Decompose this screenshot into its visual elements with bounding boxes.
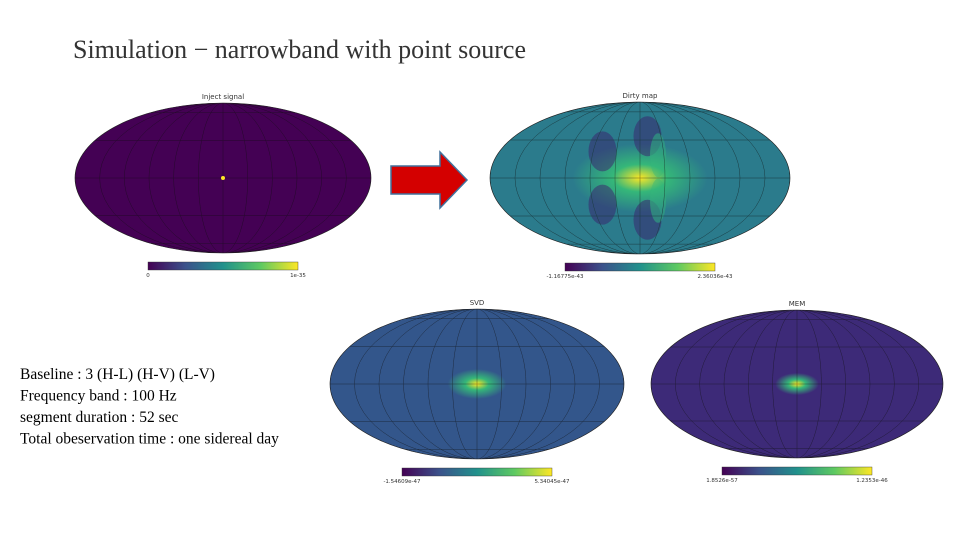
colorbar-max: 1.2353e-46 xyxy=(856,478,888,484)
lobe xyxy=(650,133,666,178)
map-title: Dirty map xyxy=(623,92,658,100)
lobe xyxy=(588,184,617,225)
lobe xyxy=(650,178,666,223)
colorbar xyxy=(564,262,716,272)
map-title: SVD xyxy=(470,299,485,307)
map-outline xyxy=(74,102,372,254)
slide-title: Simulation − narrowband with point sourc… xyxy=(73,35,526,64)
note-line: Frequency band : 100 Hz xyxy=(20,388,177,405)
note-line: segment duration : 52 sec xyxy=(20,409,179,426)
colorbar-min: -1.54609e-47 xyxy=(383,479,421,485)
map-outline xyxy=(489,101,791,255)
colorbar-max: 1e-35 xyxy=(290,273,306,279)
map-title: Inject signal xyxy=(202,93,244,101)
map-outline xyxy=(329,308,625,460)
colorbar-min: 0 xyxy=(146,273,150,279)
colorbar-min: 1.8526e-57 xyxy=(706,478,738,484)
note-line: Baseline : 3 (H-L) (H-V) (L-V) xyxy=(20,366,215,383)
colorbar xyxy=(721,466,873,476)
lobe xyxy=(633,116,662,157)
lobe xyxy=(588,131,617,172)
lobe xyxy=(633,199,662,240)
colorbar-max: 5.34045e-47 xyxy=(534,479,570,485)
map-title: MEM xyxy=(789,300,806,308)
arrow xyxy=(390,150,469,210)
note-line: Total obeservation time : one sidereal d… xyxy=(20,431,279,448)
colorbar xyxy=(147,261,299,271)
colorbar-max: 2.36036e-43 xyxy=(697,274,733,280)
colorbar xyxy=(401,467,553,477)
graticule xyxy=(490,102,790,254)
map-outline xyxy=(650,309,944,459)
point-source xyxy=(221,176,225,180)
colorbar-min: -1.16775e-43 xyxy=(546,274,584,280)
